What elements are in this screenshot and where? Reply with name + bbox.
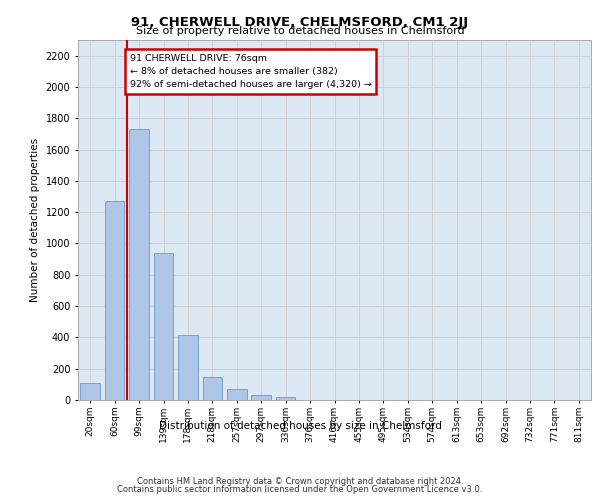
Bar [251, 394, 271, 400]
Text: Size of property relative to detached houses in Chelmsford: Size of property relative to detached ho… [136, 26, 464, 36]
Bar [80, 383, 100, 400]
Text: 91 CHERWELL DRIVE: 76sqm
← 8% of detached houses are smaller (382)
92% of semi-d: 91 CHERWELL DRIVE: 76sqm ← 8% of detache… [130, 54, 371, 90]
Bar [130, 129, 149, 400]
Text: Distribution of detached houses by size in Chelmsford: Distribution of detached houses by size … [158, 421, 442, 431]
Text: Contains public sector information licensed under the Open Government Licence v3: Contains public sector information licen… [118, 485, 482, 494]
Text: Contains HM Land Registry data © Crown copyright and database right 2024.: Contains HM Land Registry data © Crown c… [137, 477, 463, 486]
Bar [154, 253, 173, 400]
Bar [227, 389, 247, 400]
Bar [105, 201, 124, 400]
Text: 91, CHERWELL DRIVE, CHELMSFORD, CM1 2JJ: 91, CHERWELL DRIVE, CHELMSFORD, CM1 2JJ [131, 16, 469, 29]
Y-axis label: Number of detached properties: Number of detached properties [30, 138, 40, 302]
Bar [276, 397, 295, 400]
Bar [178, 335, 198, 400]
Bar [203, 376, 222, 400]
